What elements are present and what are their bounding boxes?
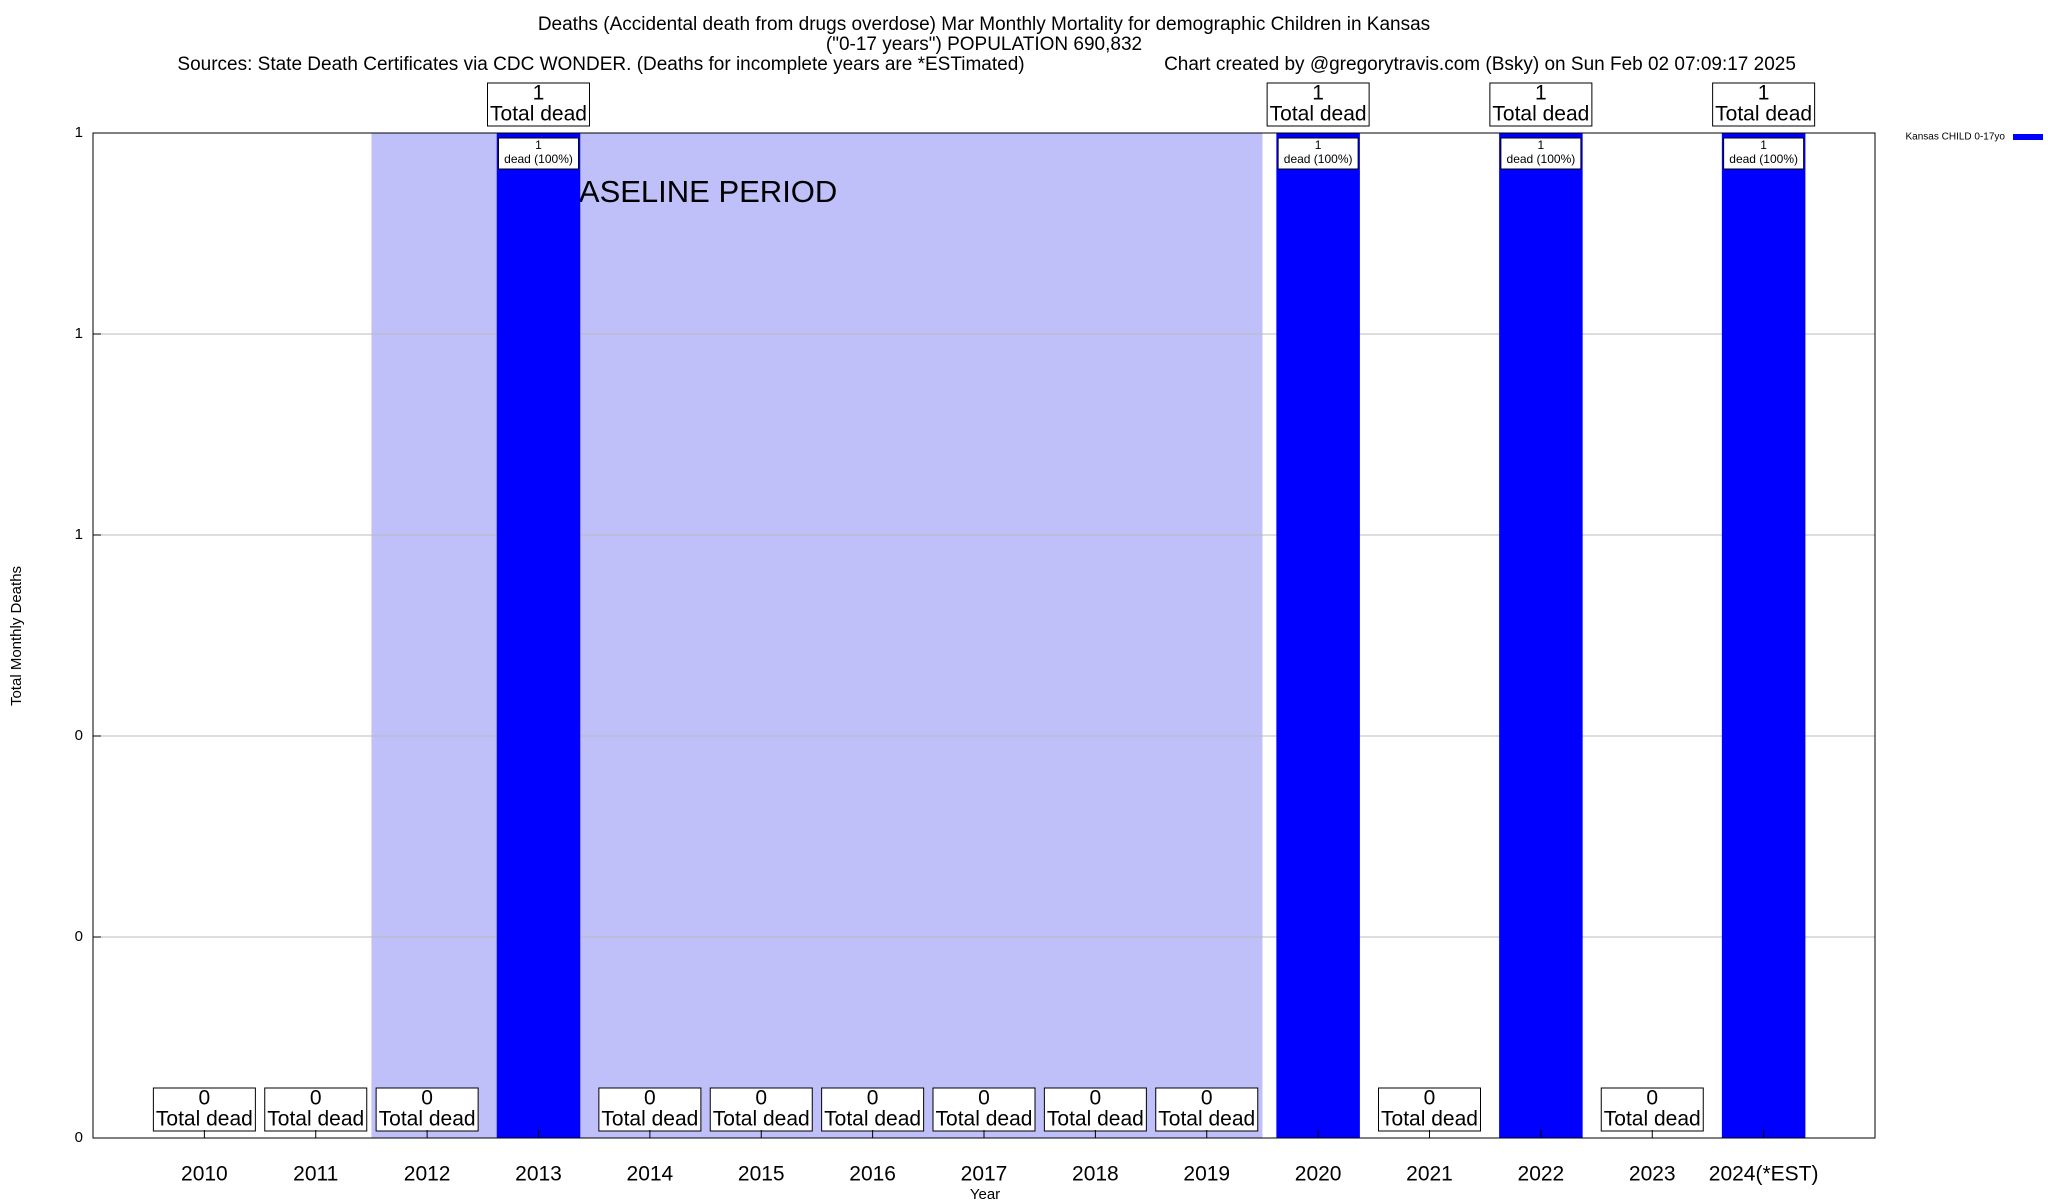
total-label: Total dead [1492, 103, 1589, 126]
zero-label-box [1043, 1087, 1147, 1132]
value-label: 0 [310, 1087, 322, 1110]
value-label: 0 [421, 1087, 433, 1110]
inner-label: dead (100%) [1729, 152, 1798, 166]
value-label: 1 [533, 82, 545, 105]
x-tick-label: 2011 [293, 1163, 338, 1186]
value-label: 0 [1090, 1087, 1102, 1110]
zero-label-box [264, 1087, 368, 1132]
x-tick-label: 2022 [1518, 1163, 1565, 1186]
zero-label-box [821, 1087, 925, 1132]
y-tick-label: 1 [75, 124, 83, 141]
inner-label-box [498, 137, 579, 170]
x-tick-label: 2018 [1072, 1163, 1119, 1186]
value-label: 1 [1758, 82, 1770, 105]
total-label: Total dead [1604, 1108, 1701, 1131]
chart-subtitle: ("0-17 years") POPULATION 690,832 [826, 34, 1142, 55]
top-label-box [1489, 82, 1593, 127]
inner-label: dead (100%) [504, 152, 573, 166]
y-tick-label: 0 [75, 928, 83, 945]
baseline-label: BASELINE PERIOD [558, 174, 837, 209]
x-tick-label: 2021 [1406, 1163, 1453, 1186]
zero-label-box [1378, 1087, 1481, 1132]
bar [1276, 133, 1360, 1138]
x-tick-label: 2010 [181, 1163, 228, 1186]
zero-label-box [152, 1087, 256, 1132]
total-label: Total dead [156, 1108, 253, 1131]
inner-value-label: 1 [1315, 138, 1322, 152]
total-label: Total dead [713, 1108, 810, 1131]
x-tick-label: 2013 [515, 1163, 562, 1186]
x-tick-label: 2016 [849, 1163, 896, 1186]
total-label: Total dead [936, 1108, 1033, 1131]
legend-label: Kansas CHILD 0-17yo [1906, 132, 2006, 143]
total-label: Total dead [1270, 103, 1367, 126]
bar [496, 133, 581, 1138]
total-label: Total dead [1158, 1108, 1255, 1131]
legend-swatch [2013, 134, 2043, 140]
x-tick-label: 2017 [961, 1163, 1008, 1186]
x-tick-label: 2015 [738, 1163, 785, 1186]
x-tick-label: 2023 [1629, 1163, 1676, 1186]
x-axis-label: Year [970, 1186, 1000, 1200]
x-tick-label: 2020 [1295, 1163, 1342, 1186]
bar [1721, 133, 1806, 1138]
top-label-box [1266, 82, 1370, 127]
y-tick-label: 1 [75, 325, 83, 342]
value-label: 1 [1312, 82, 1324, 105]
value-label: 0 [755, 1087, 767, 1110]
zero-label-box [598, 1087, 702, 1132]
x-tick-label: 2012 [404, 1163, 451, 1186]
top-label-box [487, 82, 590, 127]
inner-label-box [1500, 137, 1582, 170]
inner-label-box [1723, 137, 1805, 170]
value-label: 0 [1201, 1087, 1213, 1110]
inner-value-label: 1 [1538, 138, 1545, 152]
source-note: Sources: State Death Certificates via CD… [177, 54, 1024, 75]
value-label: 0 [644, 1087, 656, 1110]
value-label: 0 [1424, 1087, 1436, 1110]
total-label: Total dead [379, 1108, 476, 1131]
total-label: Total dead [490, 103, 587, 126]
chart-title: Deaths (Accidental death from drugs over… [538, 14, 1430, 35]
total-label: Total dead [824, 1108, 921, 1131]
total-label: Total dead [267, 1108, 364, 1131]
y-tick-label: 0 [75, 1129, 83, 1146]
inner-label: dead (100%) [1507, 152, 1576, 166]
zero-label-box [932, 1087, 1036, 1132]
credit-note: Chart created by @gregorytravis.com (Bsk… [1164, 54, 1796, 75]
value-label: 0 [867, 1087, 879, 1110]
zero-label-box [709, 1087, 813, 1132]
zero-label-box [375, 1087, 479, 1132]
value-label: 0 [199, 1087, 211, 1110]
value-label: 0 [1646, 1087, 1658, 1110]
total-label: Total dead [1381, 1108, 1478, 1131]
y-tick-label: 0 [75, 727, 83, 744]
inner-value-label: 1 [535, 138, 542, 152]
bar [1499, 133, 1583, 1138]
y-tick-label: 1 [75, 526, 83, 543]
x-tick-label: 2024(*EST) [1709, 1163, 1819, 1186]
plot-frame [92, 132, 1876, 1139]
inner-label: dead (100%) [1284, 152, 1353, 166]
x-tick-label: 2014 [627, 1163, 674, 1186]
value-label: 0 [978, 1087, 990, 1110]
value-label: 1 [1535, 82, 1547, 105]
total-label: Total dead [601, 1108, 698, 1131]
total-label: Total dead [1715, 103, 1812, 126]
inner-label-box [1277, 137, 1359, 170]
total-label: Total dead [1047, 1108, 1144, 1131]
top-label-box [1712, 82, 1816, 127]
x-tick-label: 2019 [1183, 1163, 1230, 1186]
inner-value-label: 1 [1760, 138, 1767, 152]
y-axis-label: Total Monthly Deaths [8, 566, 25, 706]
